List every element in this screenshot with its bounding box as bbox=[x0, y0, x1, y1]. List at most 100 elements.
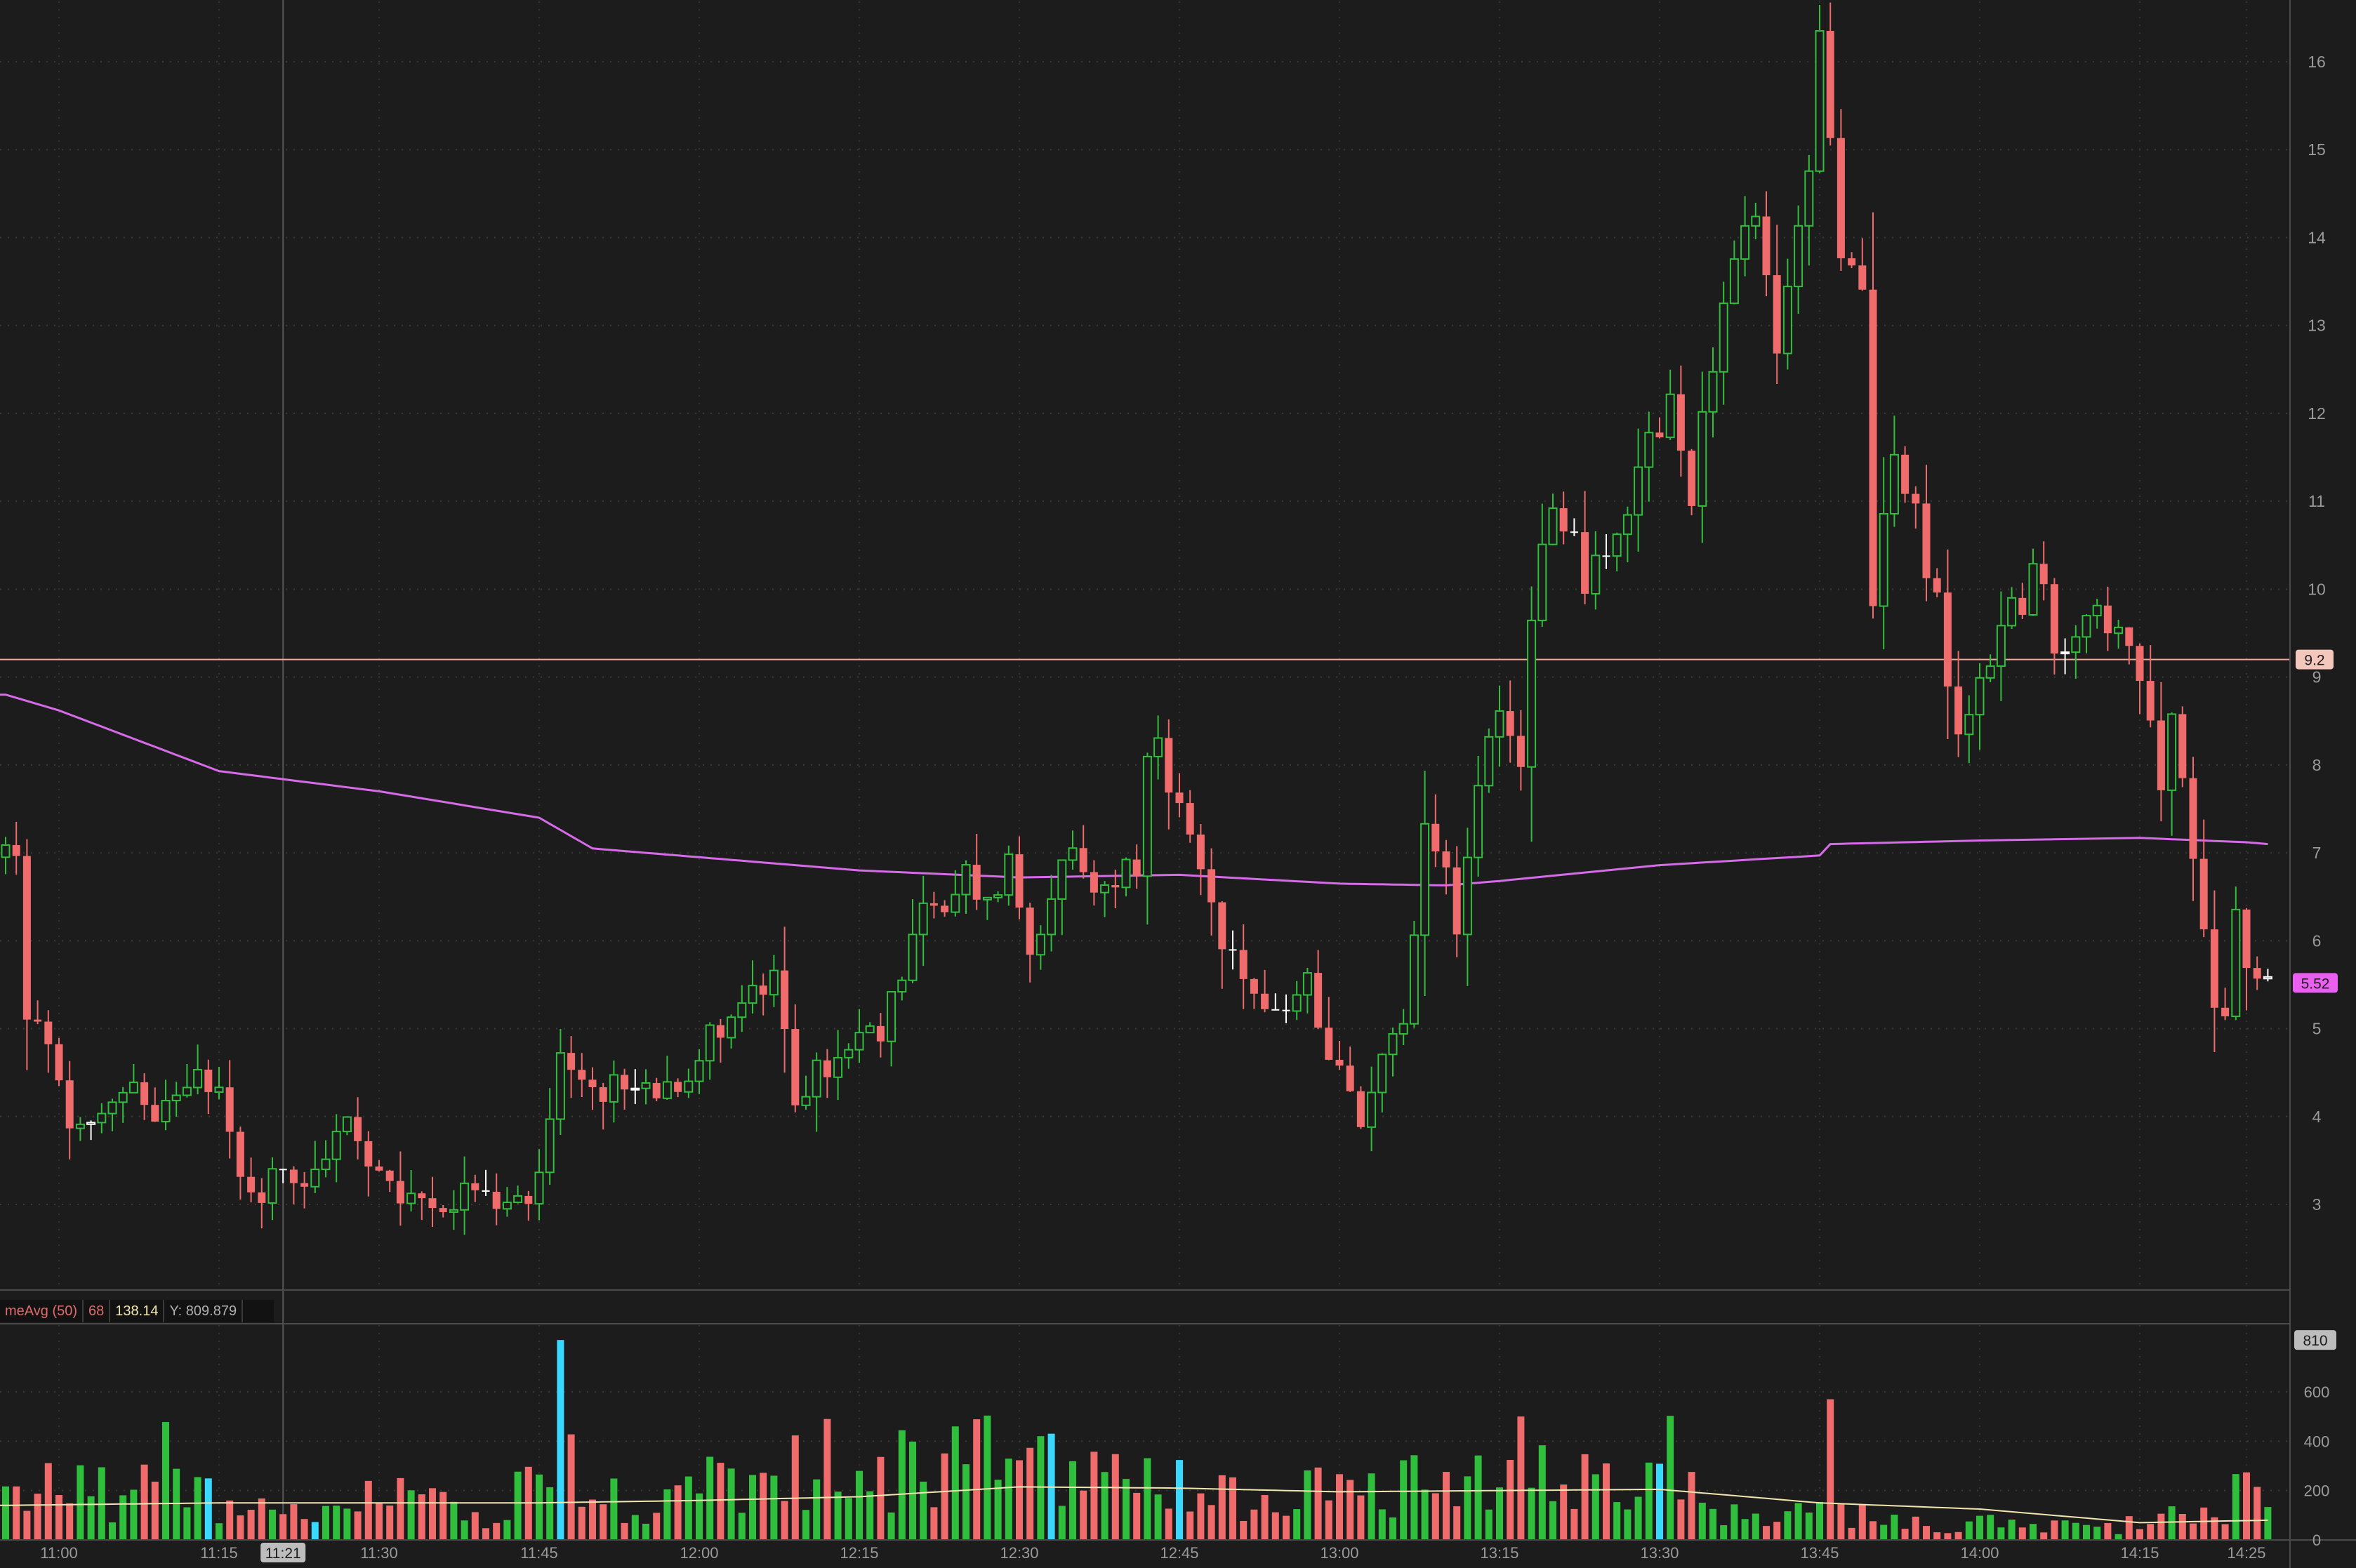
volume-bar bbox=[1485, 1509, 1493, 1540]
candle-body bbox=[321, 1158, 331, 1170]
candle-body bbox=[2263, 976, 2272, 980]
volume-bar bbox=[2093, 1527, 2101, 1540]
candle-body bbox=[1015, 854, 1024, 908]
volume-bar bbox=[1645, 1462, 1653, 1540]
volume-bar bbox=[557, 1340, 564, 1540]
volume-bar bbox=[1069, 1461, 1076, 1540]
volume-bar bbox=[1368, 1473, 1375, 1540]
volume-bar bbox=[247, 1510, 255, 1540]
price-tick-label: 4 bbox=[2312, 1108, 2322, 1126]
time-tick-label: 13:30 bbox=[1640, 1544, 1679, 1562]
candle-body bbox=[1292, 994, 1302, 1012]
candle-body bbox=[1431, 823, 1440, 852]
candle-body bbox=[65, 1080, 74, 1129]
time-tick-label: 14:00 bbox=[1960, 1544, 1999, 1562]
candle-body bbox=[897, 979, 907, 993]
volume-bar bbox=[279, 1514, 287, 1540]
candle-body bbox=[2028, 563, 2038, 616]
candle-body bbox=[674, 1082, 682, 1092]
price-tick-label: 3 bbox=[2312, 1195, 2322, 1214]
candle-body bbox=[44, 1021, 53, 1044]
volume-bar bbox=[269, 1509, 276, 1540]
candle-body bbox=[1377, 1054, 1387, 1094]
volume-bar bbox=[1207, 1505, 1215, 1540]
price-line-bubble bbox=[2296, 649, 2334, 670]
candle-body bbox=[1079, 848, 1087, 872]
volume-bar bbox=[1431, 1493, 1439, 1540]
candle-body bbox=[1537, 543, 1547, 621]
candle-body bbox=[140, 1082, 149, 1105]
volume-bar bbox=[151, 1481, 159, 1540]
volume-bar bbox=[653, 1513, 661, 1540]
candle-body bbox=[247, 1176, 256, 1192]
cursor-time-label: 11:21 bbox=[265, 1546, 301, 1562]
candle-body bbox=[2136, 646, 2144, 682]
volume-bar bbox=[1624, 1509, 1632, 1540]
volume-bar bbox=[2018, 1527, 2026, 1540]
volume-bar bbox=[386, 1505, 394, 1540]
candle-body bbox=[534, 1171, 544, 1205]
candle-body bbox=[1207, 869, 1216, 903]
volume-bar bbox=[2254, 1487, 2261, 1540]
volume-bar bbox=[2083, 1524, 2090, 1540]
candle-body bbox=[354, 1117, 362, 1141]
volume-bar bbox=[1730, 1504, 1738, 1540]
candle-body bbox=[2231, 908, 2241, 1018]
candle-body bbox=[1388, 1033, 1398, 1056]
candle-body bbox=[1261, 993, 1269, 1009]
volume-bar bbox=[941, 1453, 948, 1540]
candle-body bbox=[1409, 934, 1419, 1025]
volume-bar bbox=[1720, 1525, 1728, 1540]
volume-bar bbox=[1154, 1494, 1162, 1540]
volume-bar bbox=[1389, 1517, 1396, 1540]
candle-body bbox=[1047, 898, 1057, 936]
candle-body bbox=[1773, 275, 1781, 354]
volume-bar bbox=[631, 1515, 639, 1540]
volume-bar bbox=[621, 1522, 628, 1540]
volume-bar bbox=[920, 1481, 927, 1540]
candle-body bbox=[1068, 847, 1078, 861]
candle-body bbox=[2242, 909, 2251, 969]
volume-bar bbox=[2157, 1513, 2165, 1540]
candle-body bbox=[193, 1068, 203, 1089]
volume-bar bbox=[461, 1520, 468, 1540]
volume-bar bbox=[1186, 1511, 1194, 1540]
candle-body bbox=[1548, 507, 1558, 545]
candle-body bbox=[449, 1209, 458, 1213]
candle-body bbox=[748, 985, 757, 1004]
candle-body bbox=[823, 1060, 831, 1077]
volume-bar bbox=[1997, 1527, 2005, 1540]
volume-max-bubble bbox=[2294, 1330, 2336, 1350]
time-tick-label: 12:15 bbox=[840, 1544, 878, 1562]
candle-body bbox=[513, 1195, 523, 1204]
volume-max-label: 810 bbox=[2303, 1333, 2327, 1349]
candle-body bbox=[1035, 934, 1045, 956]
candle-body bbox=[599, 1087, 607, 1102]
candle-body bbox=[769, 969, 779, 996]
candle-body bbox=[982, 896, 992, 901]
volume-tick-label: 0 bbox=[2312, 1532, 2321, 1549]
candle-body bbox=[1729, 258, 1739, 305]
volume-bar bbox=[1528, 1487, 1535, 1540]
y-readout: Y: 809.879 bbox=[164, 1300, 244, 1322]
volume-bar bbox=[887, 1512, 895, 1540]
candle-body bbox=[1004, 853, 1014, 896]
volume-bar bbox=[290, 1504, 298, 1540]
candle-body bbox=[1398, 1023, 1408, 1035]
candle-body bbox=[652, 1082, 661, 1098]
candle-body bbox=[12, 844, 20, 856]
volume-bar bbox=[834, 1491, 842, 1540]
candle-body bbox=[694, 1060, 704, 1082]
volume-bar bbox=[1923, 1526, 1930, 1540]
candle-body bbox=[1708, 371, 1718, 413]
volume-bar bbox=[1933, 1532, 1941, 1540]
candle-body bbox=[471, 1183, 479, 1190]
study-name[interactable]: meAvg (50) bbox=[0, 1300, 84, 1322]
volume-bar bbox=[87, 1496, 95, 1540]
candle-body bbox=[1356, 1091, 1365, 1127]
volume-bar bbox=[1336, 1474, 1343, 1540]
candle-body bbox=[161, 1100, 171, 1123]
volume-bar bbox=[1848, 1527, 1855, 1540]
candle-body bbox=[2125, 627, 2133, 646]
